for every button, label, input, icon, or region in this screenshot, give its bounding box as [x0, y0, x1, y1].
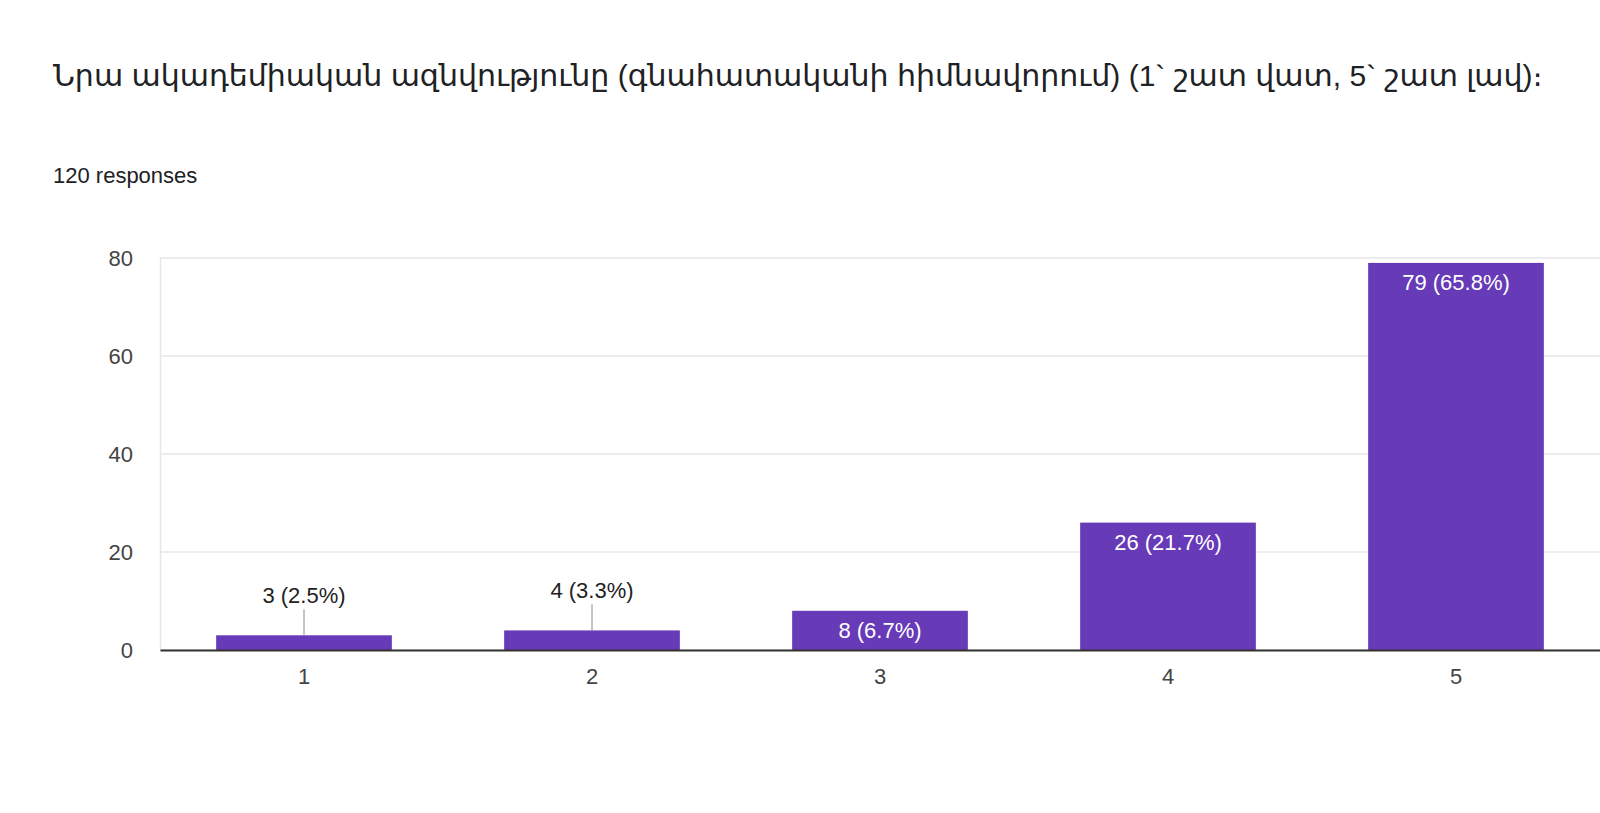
y-tick: 60: [109, 344, 160, 369]
y-tick: 0: [121, 638, 160, 663]
x-tick-label: 5: [1450, 664, 1462, 689]
data-label: 3 (2.5%): [262, 583, 345, 608]
bar: [1080, 523, 1256, 650]
x-tick: 3: [874, 650, 886, 689]
bars: [216, 263, 1544, 650]
x-tick-label: 2: [586, 664, 598, 689]
y-tick: 80: [109, 246, 160, 271]
data-label: 26 (21.7%): [1114, 530, 1222, 555]
x-tick: 1: [298, 650, 310, 689]
x-axis: 1 2 3 4 5: [161, 650, 1600, 689]
x-tick-label: 1: [298, 664, 310, 689]
data-label-leader: [592, 604, 593, 630]
bar: [216, 635, 392, 650]
data-label: 4 (3.3%): [550, 578, 633, 603]
data-label-leader: [304, 609, 305, 635]
y-tick-label: 80: [109, 246, 133, 271]
y-tick-label: 40: [109, 442, 133, 467]
y-tick-label: 0: [121, 638, 133, 663]
title: Նրա ակադեմիական ազնվությունը (գնահատական…: [53, 59, 1543, 92]
y-axis-line: [160, 259, 162, 651]
subtitle: 120 responses: [53, 163, 197, 188]
y-tick-label: 20: [109, 540, 133, 565]
chart: Նրա ակադեմիական ազնվությունը (գնահատական…: [0, 0, 1600, 813]
grid-line: [160, 257, 1600, 259]
x-tick: 5: [1450, 650, 1462, 689]
y-tick: 40: [109, 442, 160, 467]
x-tick-label: 4: [1162, 664, 1174, 689]
y-tick-label: 60: [109, 344, 133, 369]
data-label: 79 (65.8%): [1402, 270, 1510, 295]
bar: [792, 611, 968, 650]
x-tick: 4: [1162, 650, 1174, 689]
x-tick: 2: [586, 650, 598, 689]
grid: [160, 258, 1600, 650]
bar: [1368, 263, 1544, 650]
x-axis-line: [161, 650, 1600, 652]
y-axis: 0 20 40 60 80: [109, 246, 161, 663]
x-tick-label: 3: [874, 664, 886, 689]
data-label: 8 (6.7%): [838, 618, 921, 643]
bar: [504, 630, 680, 650]
y-tick: 20: [109, 540, 160, 565]
data-labels: 3 (2.5%) 4 (3.3%) 8 (6.7%) 26 (21.7%) 79 (65…: [262, 270, 1509, 643]
